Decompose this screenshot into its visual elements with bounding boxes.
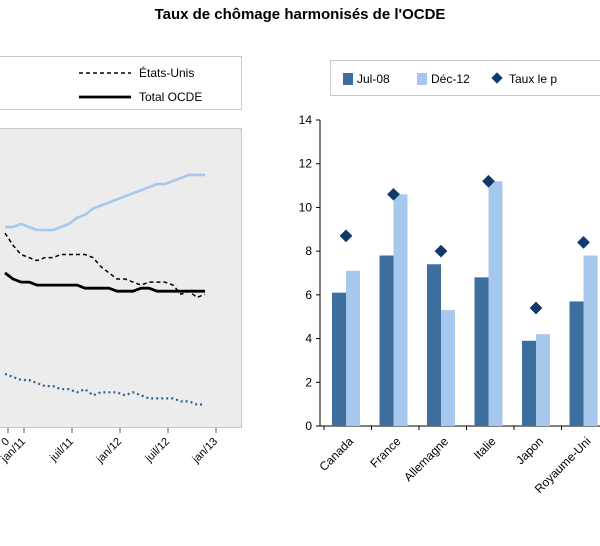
right-y-tick-label: 4: [305, 332, 312, 346]
left-legend: États-Unis Total OCDE: [0, 56, 242, 110]
line-series-3: [4, 372, 205, 406]
right-x-tick-label: Canada: [316, 434, 356, 474]
right-y-tick-label: 8: [305, 244, 312, 258]
right-legend: Jul-08 Déc-12 Taux le p: [330, 60, 600, 96]
right-x-tick-label: Italie: [471, 434, 499, 462]
marker-taux: [339, 229, 353, 243]
right-legend-svg: Jul-08 Déc-12 Taux le p: [343, 72, 557, 86]
bar-d-c-12: [393, 194, 408, 426]
right-y-tick-label: 12: [299, 157, 313, 171]
right-x-tick-label: Allemagne: [401, 434, 451, 484]
legend-swatch-jul-08: [343, 73, 353, 85]
marker-taux: [577, 236, 590, 249]
right-y-tick-label: 14: [299, 113, 313, 127]
line-series-0: [4, 232, 206, 299]
legend-marker-taux: [491, 72, 503, 84]
bar-d-c-12: [441, 310, 455, 426]
bar-d-c-12: [536, 334, 550, 426]
left-line-chart: [4, 173, 206, 406]
bar-d-c-12: [583, 255, 598, 426]
left-plot-frame: [0, 128, 242, 428]
right-x-tick-label: France: [367, 434, 404, 471]
bar-jul-08: [427, 264, 441, 426]
bar-d-c-12: [346, 270, 360, 426]
legend-label-jul-08: Jul-08: [357, 72, 390, 86]
left-x-tick-label: jan/13: [190, 436, 220, 466]
right-y-tick-label: 0: [305, 419, 312, 433]
legend-label-taux: Taux le p: [509, 72, 557, 86]
legend-swatch-dec-12: [417, 73, 427, 85]
legend-label-etats-unis: États-Unis: [139, 65, 194, 80]
chart-title: Taux de chômage harmonisés de l'OCDE: [154, 6, 446, 23]
right-x-tick-label: Japon: [513, 434, 546, 467]
marker-taux: [482, 174, 495, 188]
legend-label-dec-12: Déc-12: [431, 72, 470, 86]
bar-jul-08: [332, 292, 346, 426]
right-y-tick-label: 10: [299, 200, 313, 214]
marker-taux: [434, 244, 448, 258]
bar-jul-08: [474, 277, 489, 426]
line-series-2: [5, 173, 205, 232]
bar-d-c-12: [488, 181, 503, 426]
left-x-tick-label: jan/12: [94, 436, 124, 466]
left-legend-svg: États-Unis Total OCDE: [79, 65, 202, 104]
bar-jul-08: [569, 301, 584, 426]
bar-jul-08: [522, 340, 536, 426]
left-x-tick-label: juil/11: [47, 436, 76, 465]
right-y-tick-label: 6: [305, 288, 312, 302]
marker-taux: [529, 301, 543, 315]
bar-jul-08: [379, 255, 394, 426]
marker-taux: [387, 187, 400, 201]
line-series-1: [4, 271, 205, 293]
left-x-tick-label: juil/12: [143, 436, 173, 466]
legend-label-total-ocde: Total OCDE: [139, 90, 202, 104]
right-y-tick-label: 2: [305, 375, 312, 389]
